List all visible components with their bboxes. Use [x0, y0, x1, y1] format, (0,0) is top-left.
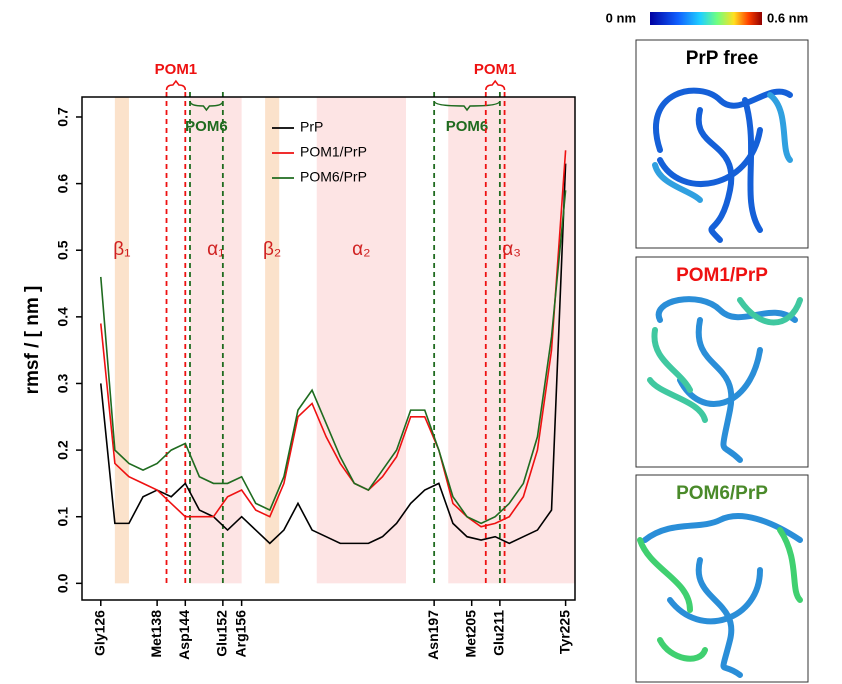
panel-title: POM6/PrP [676, 483, 768, 504]
x-tick-label: Asp144 [176, 610, 192, 660]
colorbar-min-label: 0 nm [606, 10, 636, 25]
epitope-label: POM6 [446, 118, 489, 135]
region [115, 97, 129, 583]
colorbar [650, 12, 762, 25]
epitope-label: POM1 [155, 61, 198, 78]
region-label: α₁ [207, 239, 224, 260]
x-tick-label: Glu211 [491, 610, 507, 656]
y-axis-label: rmsf / [ nm ] [22, 286, 43, 395]
y-tick-label: 0.3 [55, 374, 71, 394]
legend-label: POM6/PrP [300, 169, 367, 185]
region-label: α₂ [352, 239, 370, 260]
y-tick-label: 0.7 [55, 107, 71, 127]
region [190, 97, 242, 583]
epitope-brace [486, 81, 505, 90]
y-tick-label: 0.1 [55, 507, 71, 527]
x-tick-label: Tyr225 [556, 610, 572, 654]
legend-label: POM1/PrP [300, 144, 367, 160]
region [448, 97, 575, 583]
panel-title: PrP free [686, 48, 759, 69]
panel-frame [636, 475, 808, 682]
x-tick-label: Arg156 [232, 610, 248, 658]
region-label: β₁ [113, 239, 130, 260]
legend-label: PrP [300, 119, 323, 135]
x-tick-label: Glu152 [214, 610, 230, 657]
y-tick-label: 0.0 [55, 573, 71, 593]
y-tick-label: 0.6 [55, 174, 71, 194]
panel-title: POM1/PrP [676, 265, 768, 286]
x-tick-label: Asn197 [425, 610, 441, 660]
x-tick-label: Gly126 [91, 610, 107, 656]
x-tick-label: Met205 [462, 610, 478, 658]
colorbar-max-label: 0.6 nm [767, 10, 808, 25]
panel: PrP free [636, 40, 808, 248]
figure: β₁α₁β₂α₂α₃POM1POM6POM6POM10.00.10.20.30.… [0, 0, 842, 684]
x-tick-label: Met138 [148, 610, 164, 658]
y-tick-label: 0.2 [55, 440, 71, 460]
y-tick-label: 0.4 [55, 307, 71, 327]
region-label: β₂ [263, 239, 281, 260]
epitope-label: POM6 [185, 118, 228, 135]
y-tick-label: 0.5 [55, 240, 71, 260]
epitope-brace [167, 81, 186, 90]
epitope-label: POM1 [474, 61, 517, 78]
panel: POM6/PrP [636, 475, 808, 682]
panel: POM1/PrP [636, 257, 808, 467]
